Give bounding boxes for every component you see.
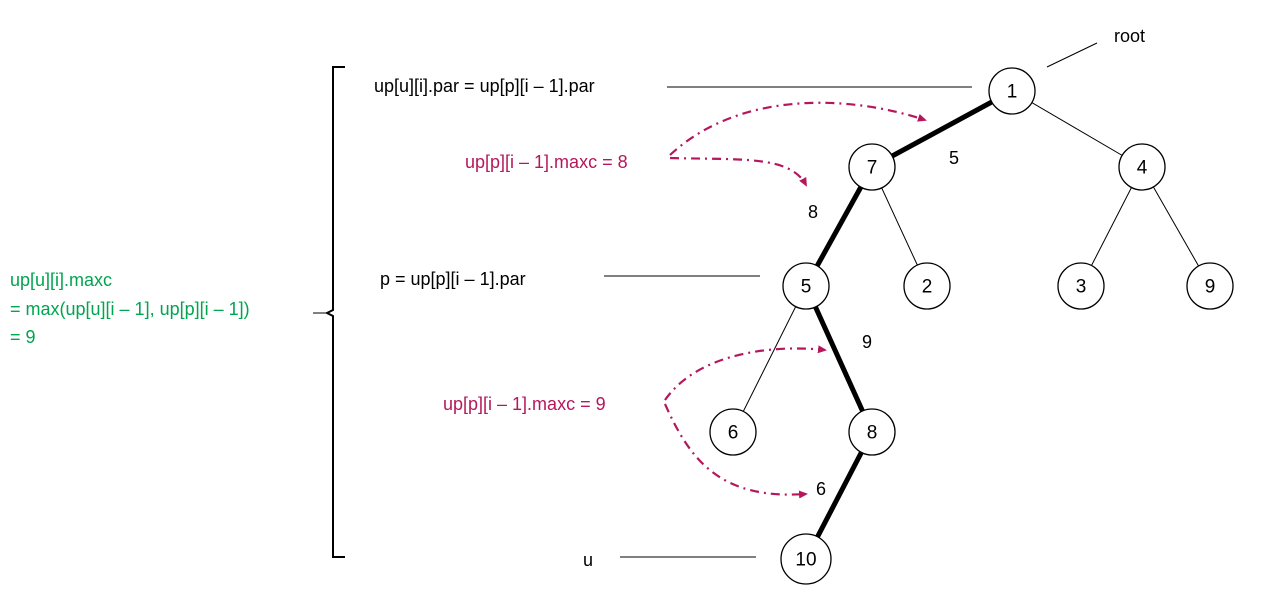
svg-text:3: 3 — [1076, 277, 1087, 298]
result-line-1: up[u][i].maxc — [10, 270, 112, 290]
svg-text:8: 8 — [867, 423, 878, 444]
left-brace — [324, 66, 345, 558]
node-5: 5 — [782, 262, 830, 310]
svg-text:1: 1 — [1007, 82, 1018, 103]
node-6: 6 — [709, 408, 757, 456]
arrow-upper-to-edge-7-5 — [669, 156, 807, 187]
root-label: root — [1114, 26, 1145, 46]
svg-text:9: 9 — [1205, 277, 1216, 298]
edge-1-4 — [1011, 90, 1143, 168]
edge-5-8 — [803, 283, 875, 435]
arrow-lower-to-edge-5-8 — [664, 345, 827, 401]
node-1: 1 — [988, 67, 1036, 115]
root-pointer-line — [1046, 42, 1098, 68]
weight-7-5: 8 — [808, 202, 818, 222]
svg-text:7: 7 — [867, 158, 878, 179]
top-par-annotation: up[u][i].par = up[p][i – 1].par — [374, 76, 595, 96]
result-line-2: = max(up[u][i – 1], up[p][i – 1]) — [10, 299, 250, 319]
p-par-annotation: p = up[p][i – 1].par — [380, 269, 526, 289]
maxc-lower-annotation: up[p][i – 1].maxc = 9 — [443, 394, 606, 414]
arrow-upper-to-edge-1-7 — [669, 101, 927, 156]
node-4: 4 — [1118, 143, 1166, 191]
result-line-3: = 9 — [10, 327, 36, 347]
arrow-lower-to-edge-8-10 — [663, 403, 808, 499]
maxc-upper-annotation: up[p][i – 1].maxc = 8 — [465, 152, 628, 172]
node-2: 2 — [903, 262, 951, 310]
svg-text:4: 4 — [1137, 158, 1148, 179]
node-3: 3 — [1057, 262, 1105, 310]
edge-5-6 — [732, 285, 807, 433]
weight-8-10: 6 — [816, 479, 826, 499]
svg-text:2: 2 — [922, 277, 933, 298]
svg-text:6: 6 — [728, 423, 739, 444]
weight-5-8: 9 — [862, 332, 872, 352]
edge-1-7 — [869, 88, 1015, 170]
weight-1-7: 5 — [949, 148, 959, 168]
svg-text:5: 5 — [801, 277, 812, 298]
node-10: 10 — [780, 533, 832, 585]
node-9: 9 — [1186, 262, 1234, 310]
node-8: 8 — [848, 408, 896, 456]
svg-text:10: 10 — [795, 550, 816, 571]
node-7: 7 — [848, 143, 896, 191]
u-annotation: u — [583, 550, 593, 570]
